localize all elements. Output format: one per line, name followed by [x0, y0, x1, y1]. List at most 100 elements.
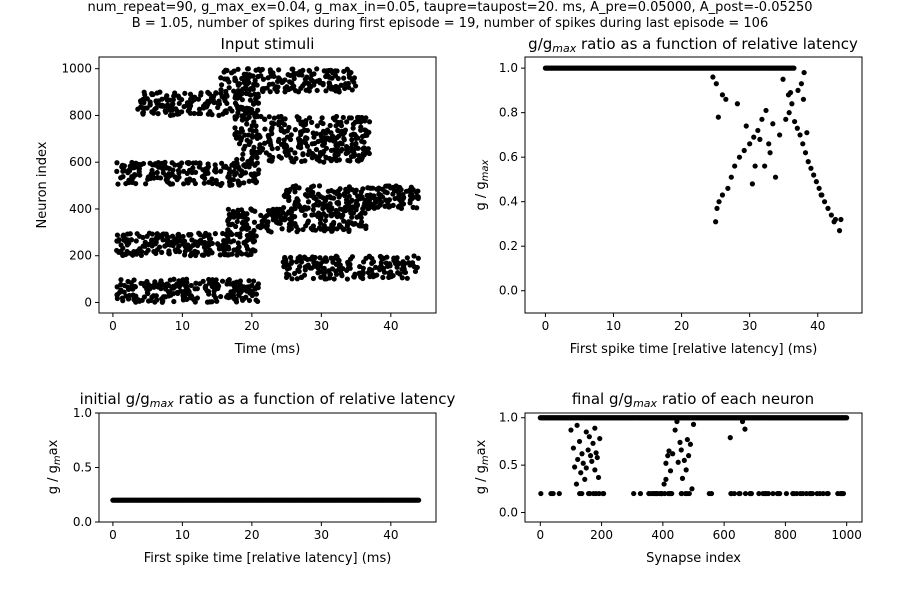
ratio-point: [802, 150, 809, 156]
final-ratio-point: [579, 490, 585, 497]
spike-point: [313, 146, 320, 153]
spike-point: [363, 131, 369, 138]
spike-point: [188, 232, 194, 238]
ratio-point: [816, 185, 822, 191]
ratio-point: [762, 163, 768, 169]
spike-point: [292, 202, 298, 208]
x-tick-label: 20: [674, 319, 689, 333]
final-ratio-point: [585, 447, 591, 453]
ratio-vs-latency-axes-frame: [524, 56, 863, 314]
spike-point: [303, 117, 309, 124]
spike-point: [212, 162, 218, 168]
spike-point: [341, 218, 347, 224]
y-tick-label: 800: [69, 108, 92, 122]
spike-point: [309, 119, 315, 125]
ratio-point: [755, 127, 761, 134]
spike-point: [166, 171, 172, 177]
spike-point: [132, 284, 138, 290]
spike-point: [323, 213, 329, 219]
spike-point: [409, 195, 415, 202]
spike-point: [199, 173, 206, 180]
spike-point: [221, 238, 227, 244]
spike-point: [316, 225, 323, 231]
spike-point: [118, 249, 124, 256]
final-ratio-point: [678, 490, 684, 497]
spike-point: [253, 285, 259, 291]
spike-point: [275, 138, 282, 144]
spike-point: [347, 158, 353, 164]
spike-point: [214, 181, 220, 187]
spike-point: [234, 156, 240, 163]
spike-point: [174, 177, 180, 183]
ratio-point: [751, 134, 757, 140]
spike-point: [202, 284, 208, 291]
final-ratio-point: [666, 448, 672, 454]
spike-point: [289, 276, 295, 282]
final-ratio-point: [690, 421, 697, 427]
ratio-point: [800, 141, 806, 147]
y-tick-label: 0.2: [499, 239, 518, 253]
spike-point: [314, 66, 320, 72]
spike-point: [248, 171, 254, 177]
spike-point: [267, 89, 273, 95]
spike-point: [333, 268, 339, 274]
spike-point: [172, 92, 178, 98]
spike-point: [175, 233, 181, 239]
spike-point: [403, 188, 410, 194]
spike-point: [321, 68, 327, 74]
spike-point: [411, 253, 417, 259]
spike-point: [143, 250, 149, 256]
spike-point: [309, 212, 315, 218]
spike-point: [325, 188, 331, 194]
spike-point: [407, 200, 413, 206]
input-stimuli-spikes: [114, 66, 421, 305]
spike-point: [249, 132, 255, 139]
spike-point: [223, 88, 229, 95]
final-ratio-point: [742, 426, 748, 432]
spike-point: [293, 155, 299, 162]
final-ratio-point: [594, 454, 600, 461]
spike-point: [240, 151, 246, 157]
spike-point: [357, 196, 363, 202]
final-ratio-point: [631, 490, 637, 497]
spike-point: [182, 248, 188, 254]
spike-point: [411, 263, 417, 270]
spike-point: [367, 192, 373, 198]
spike-point: [167, 181, 173, 187]
ratio-vs-latency-title: g/gmax ratio as a function of relative l…: [528, 35, 858, 55]
ratio-point: [780, 76, 786, 82]
spike-point: [192, 180, 198, 187]
spike-point: [278, 126, 284, 132]
spike-point: [205, 164, 212, 170]
spike-point: [317, 220, 324, 226]
spike-point: [326, 84, 332, 90]
spike-point: [331, 276, 337, 282]
spike-point: [187, 167, 193, 173]
spike-point: [224, 100, 230, 107]
spike-point: [239, 171, 246, 177]
spike-point: [160, 298, 166, 304]
y-tick-label: 0.0: [499, 506, 518, 520]
spike-point: [237, 249, 243, 255]
spike-point: [255, 149, 261, 155]
spike-point: [232, 125, 238, 131]
spike-point: [365, 146, 371, 152]
spike-point: [116, 238, 122, 244]
final-ratio-point: [578, 470, 584, 476]
spike-point: [326, 80, 332, 86]
spike-point: [333, 207, 339, 214]
spike-point: [376, 185, 382, 191]
spike-point: [294, 229, 300, 235]
spike-point: [219, 160, 225, 166]
spike-point: [332, 117, 338, 123]
spike-point: [232, 116, 238, 122]
spike-point: [404, 275, 410, 281]
spike-point: [350, 125, 356, 131]
spike-point: [190, 242, 196, 248]
spike-point: [310, 207, 316, 213]
x-tick-label: 1000: [831, 528, 862, 542]
spike-point: [180, 293, 186, 299]
spike-point: [209, 180, 215, 187]
spike-point: [349, 197, 355, 203]
final-ratio-point: [677, 439, 683, 445]
